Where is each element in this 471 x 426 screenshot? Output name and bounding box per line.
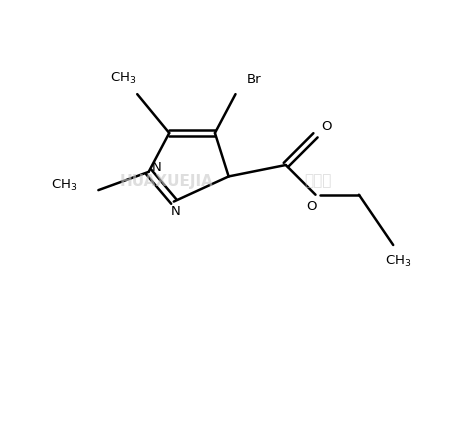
Text: O: O xyxy=(307,200,317,213)
Text: N: N xyxy=(171,205,181,218)
Text: N: N xyxy=(152,161,162,174)
Text: CH$_3$: CH$_3$ xyxy=(384,253,411,268)
Text: CH$_3$: CH$_3$ xyxy=(110,71,137,86)
Text: CH$_3$: CH$_3$ xyxy=(51,178,78,193)
Text: Br: Br xyxy=(247,73,261,86)
Text: 化学加: 化学加 xyxy=(304,173,332,188)
Text: O: O xyxy=(321,120,332,132)
Text: HUAXUEJIA: HUAXUEJIA xyxy=(120,173,214,188)
